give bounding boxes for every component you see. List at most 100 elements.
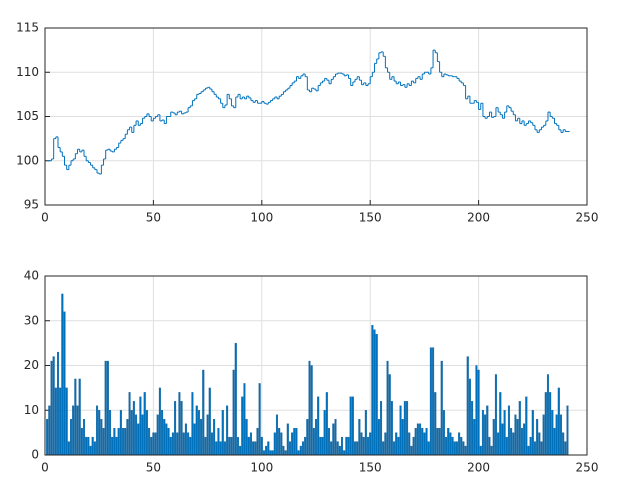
bar [182, 432, 185, 456]
bar [423, 432, 426, 456]
bar [262, 450, 265, 456]
y-tick-label: 20 [24, 358, 39, 372]
bar [247, 436, 250, 456]
bar [213, 419, 216, 456]
bar [111, 436, 114, 456]
bar [109, 410, 112, 456]
bar [531, 410, 534, 456]
bar [197, 410, 200, 456]
x-tick-label: 200 [467, 211, 490, 225]
bar [473, 419, 476, 456]
bar [299, 445, 302, 456]
bar [375, 334, 378, 456]
bar [546, 374, 549, 456]
bar [321, 436, 324, 456]
bar [527, 445, 530, 456]
bar [102, 427, 105, 456]
bar [440, 360, 443, 456]
bar [330, 441, 333, 456]
bar [512, 432, 515, 456]
bar [332, 423, 335, 456]
bar [529, 436, 532, 456]
bar [481, 410, 484, 456]
bar [258, 383, 261, 456]
bar [479, 445, 482, 456]
bar [356, 441, 359, 456]
bar [232, 369, 235, 456]
bar [150, 436, 153, 456]
y-tick-label: 110 [16, 65, 39, 79]
bar [442, 410, 445, 456]
bar [215, 441, 218, 456]
x-tick-label: 200 [467, 461, 490, 475]
y-tick-label: 95 [24, 198, 39, 212]
bar [148, 427, 151, 456]
bar [427, 441, 430, 456]
bar [408, 432, 411, 456]
bar [139, 396, 142, 456]
bar [74, 378, 77, 456]
bar [399, 405, 402, 456]
bar [334, 419, 337, 456]
bar [61, 293, 64, 456]
bar [230, 436, 233, 456]
bar [557, 387, 560, 456]
bar [559, 414, 563, 456]
bar [462, 441, 465, 456]
bar [156, 414, 159, 456]
bar [89, 445, 92, 456]
bar [221, 410, 224, 456]
bar [492, 419, 495, 456]
bar [403, 401, 406, 456]
y-tick-label: 105 [16, 109, 39, 123]
x-tick-label: 50 [146, 461, 161, 475]
bar [174, 401, 177, 456]
bar [373, 329, 376, 456]
bar [304, 436, 307, 456]
bar [323, 410, 326, 456]
bar [234, 342, 237, 456]
bar [319, 436, 322, 456]
bar [67, 441, 70, 456]
bar [562, 432, 565, 456]
bar [384, 432, 387, 456]
bar [243, 383, 246, 456]
bar [189, 436, 192, 456]
bar [455, 441, 458, 456]
bar [52, 356, 55, 456]
bar [122, 427, 125, 456]
bar [115, 436, 118, 456]
bar [386, 360, 389, 456]
bar [416, 423, 419, 456]
y-tick-label: 30 [24, 313, 39, 327]
bar [497, 432, 500, 456]
bar [126, 419, 129, 456]
bar [436, 427, 439, 456]
bar [494, 374, 497, 456]
bar [488, 436, 491, 456]
bar [466, 356, 469, 456]
bar [460, 436, 463, 456]
bar [284, 450, 287, 456]
bar [288, 441, 292, 456]
bar [518, 401, 521, 456]
bar [486, 405, 489, 456]
bar [477, 369, 480, 456]
bar [308, 360, 311, 456]
bar [310, 365, 313, 456]
bar [178, 392, 181, 456]
bar [503, 410, 506, 456]
bar [219, 441, 222, 456]
y-tick-label: 100 [16, 153, 39, 167]
bar [401, 419, 404, 456]
bar [566, 405, 569, 456]
bar [429, 347, 432, 456]
bar [312, 427, 315, 456]
bar [117, 427, 120, 456]
bar [425, 427, 428, 456]
bar [533, 441, 536, 456]
bar [208, 387, 211, 456]
bar [273, 432, 276, 456]
bar [113, 427, 116, 456]
bar [245, 419, 248, 456]
